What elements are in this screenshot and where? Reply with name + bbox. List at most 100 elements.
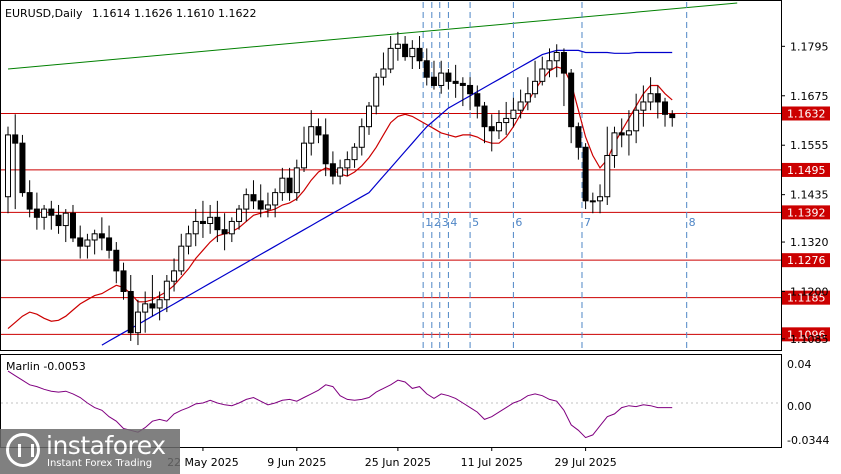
candle xyxy=(517,89,524,119)
candle-body xyxy=(366,105,372,128)
price-tick-label: 1.1555 xyxy=(790,139,829,152)
candle xyxy=(214,200,221,243)
symbol-title: EURUSD,Daily xyxy=(5,7,83,20)
candle xyxy=(322,118,329,177)
candle xyxy=(171,258,178,292)
candle-body xyxy=(539,68,546,82)
time-axis: 22 May 2025 9 Jun 2025 25 Jun 2025 11 Jul 2… xyxy=(167,447,617,469)
candle xyxy=(524,77,531,111)
candle xyxy=(127,275,134,341)
candle-body xyxy=(98,233,105,239)
candle xyxy=(452,64,459,98)
candle xyxy=(178,233,185,276)
candle-body xyxy=(582,146,589,202)
candle-body xyxy=(373,76,380,107)
brand-name: instaforex xyxy=(46,431,166,460)
candle xyxy=(445,68,452,90)
candle xyxy=(192,209,199,247)
candle xyxy=(640,85,647,127)
candle xyxy=(236,204,243,230)
candle-body xyxy=(214,216,221,231)
candle-body xyxy=(445,72,452,82)
candle xyxy=(402,36,409,61)
candle-body xyxy=(402,43,409,58)
candle xyxy=(207,204,214,234)
candle-body xyxy=(12,134,19,144)
candle xyxy=(5,126,11,214)
indicator-label: Marlin -0.0053 xyxy=(6,360,86,373)
candle xyxy=(344,151,351,177)
candle-body xyxy=(308,126,315,144)
candle-body xyxy=(228,220,235,235)
candle xyxy=(12,114,19,210)
candle-body xyxy=(279,177,286,194)
instaforex-logo-icon xyxy=(6,433,40,467)
candle xyxy=(250,180,257,210)
candle xyxy=(301,126,308,172)
candle xyxy=(77,225,84,259)
candle-body xyxy=(315,126,322,136)
candle xyxy=(416,36,423,69)
candle-body xyxy=(546,60,553,70)
level-label-bg xyxy=(782,327,830,342)
candle-body xyxy=(611,132,618,157)
candle xyxy=(308,110,315,156)
candle xyxy=(611,126,618,168)
candle-body xyxy=(221,229,228,235)
brand-tagline: Instant Forex Trading xyxy=(47,458,153,469)
candle xyxy=(589,192,596,214)
candle xyxy=(459,77,466,107)
candle-body xyxy=(156,299,163,309)
indicator-tick-bottom: -0.0344 xyxy=(787,434,829,447)
candle xyxy=(19,134,26,197)
candle-body xyxy=(113,249,120,272)
candle xyxy=(84,233,91,259)
candle-body xyxy=(55,214,62,227)
candle-body xyxy=(134,311,141,334)
candle-body xyxy=(467,84,474,95)
candle-body xyxy=(662,101,669,115)
candle-body xyxy=(91,233,98,241)
candle xyxy=(532,60,539,98)
price-axis: 1.1795 1.1675 1.1555 1.1435 1.1320 1.1200 1.10… xyxy=(781,40,829,346)
candle-body xyxy=(69,212,76,239)
candle-body xyxy=(589,200,596,203)
candle xyxy=(481,101,488,144)
candle-body xyxy=(351,146,358,161)
candle-body xyxy=(178,245,185,272)
level-label: 1.1495 xyxy=(787,164,826,177)
candle xyxy=(41,204,48,230)
candle xyxy=(633,93,640,144)
candle-body xyxy=(380,68,387,78)
candle-body xyxy=(618,132,625,136)
candle-body xyxy=(301,142,308,169)
candle-body xyxy=(394,43,401,49)
candle xyxy=(387,36,394,74)
candle xyxy=(293,159,300,201)
candle-body xyxy=(77,237,84,247)
price-tick-label: 1.1675 xyxy=(790,90,829,103)
level-label: 1.1392 xyxy=(787,206,826,219)
candle xyxy=(243,188,250,222)
candle-body xyxy=(532,80,539,95)
candle xyxy=(120,262,127,300)
candle xyxy=(380,52,387,86)
candle xyxy=(662,97,669,127)
vertical-marker-label: 6 xyxy=(515,216,522,229)
candle xyxy=(337,159,344,185)
candle-body xyxy=(654,93,661,103)
level-label-bg xyxy=(782,290,830,305)
candle-body xyxy=(640,101,647,111)
candle xyxy=(409,40,416,69)
time-tick-label: 29 Jul 2025 xyxy=(554,456,616,469)
candle-body xyxy=(106,237,113,251)
candle xyxy=(221,213,228,251)
candle xyxy=(358,118,365,156)
candle xyxy=(546,48,553,78)
indicator-tick-mid: 0.00 xyxy=(787,400,812,413)
candle xyxy=(560,48,567,107)
vertical-marker-label: 5 xyxy=(472,216,479,229)
candle xyxy=(62,209,69,243)
